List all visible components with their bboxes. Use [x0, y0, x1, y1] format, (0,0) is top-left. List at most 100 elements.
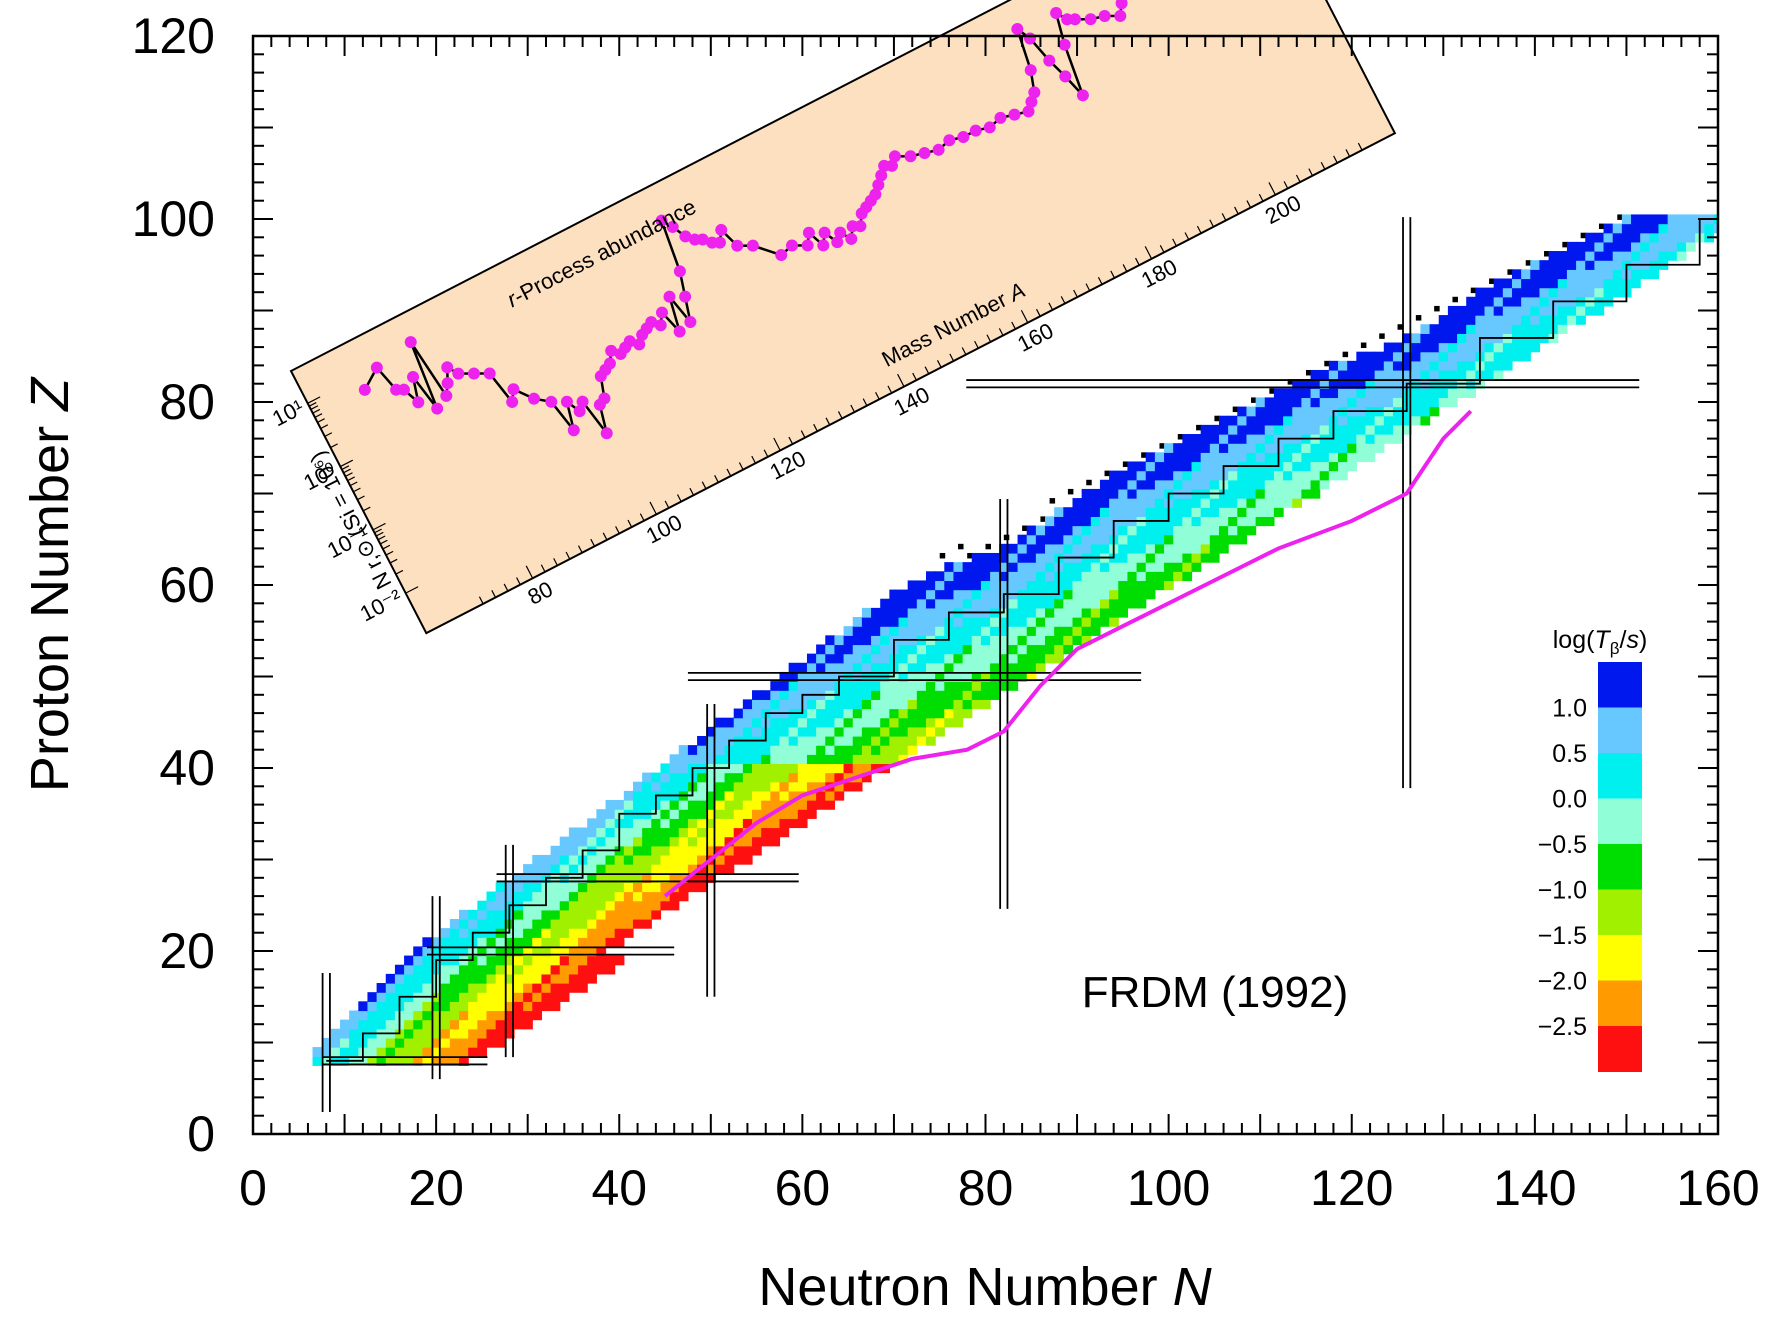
- heatmap-cell: [962, 598, 973, 609]
- inset-data-point: [1069, 13, 1082, 26]
- heatmap-cell: [935, 644, 945, 655]
- heatmap-cell: [1246, 516, 1257, 527]
- heatmap-cell: [385, 1047, 396, 1057]
- inset-data-point: [1024, 64, 1037, 77]
- heatmap-cell: [834, 662, 845, 673]
- heatmap-cell: [1402, 342, 1412, 353]
- heatmap-cell: [623, 928, 634, 938]
- heatmap-cell: [1228, 443, 1238, 453]
- colorbar-swatch: [1598, 980, 1642, 1027]
- heatmap-cell: [788, 790, 799, 801]
- heatmap-cell: [1136, 543, 1147, 554]
- heatmap-cell: [1063, 534, 1074, 545]
- heatmap-cell: [513, 873, 524, 883]
- heatmap-cell: [504, 973, 515, 984]
- inset-x-tick: [773, 437, 781, 451]
- x-tick-label: 40: [591, 1160, 647, 1216]
- inset-data-point: [969, 124, 982, 137]
- heatmap-cell: [1145, 507, 1156, 517]
- heatmap-cell: [843, 662, 854, 673]
- heatmap-cell: [1603, 241, 1614, 252]
- heatmap-cell: [843, 781, 854, 792]
- heatmap-cell: [1511, 305, 1522, 316]
- stable-nucleus-cell: [1324, 360, 1330, 367]
- heatmap-cell: [422, 1056, 433, 1066]
- heatmap-cell: [1063, 571, 1074, 582]
- heatmap-cell: [1319, 443, 1330, 453]
- heatmap-cell: [779, 772, 790, 783]
- heatmap-cell: [1118, 507, 1129, 517]
- heatmap-cell: [532, 873, 543, 883]
- heatmap-cell: [1365, 452, 1376, 463]
- heatmap-cell: [953, 671, 964, 682]
- heatmap-cell: [1063, 589, 1074, 600]
- heatmap-cell: [990, 662, 1000, 673]
- heatmap-cell: [1209, 470, 1220, 481]
- heatmap-cell: [806, 781, 817, 792]
- heatmap-cell: [1200, 470, 1211, 481]
- heatmap-cell: [1273, 507, 1284, 517]
- heatmap-cell: [935, 617, 945, 627]
- heatmap-cell: [770, 763, 781, 774]
- heatmap-cell: [459, 992, 469, 1002]
- heatmap-cell: [1099, 479, 1110, 490]
- heatmap-cell: [431, 1010, 442, 1021]
- x-tick-label: 60: [775, 1160, 831, 1216]
- heatmap-cell: [1539, 296, 1550, 307]
- heatmap-cell: [1502, 287, 1513, 298]
- heatmap-cell: [1072, 571, 1083, 582]
- heatmap-cell: [486, 992, 497, 1002]
- heatmap-cell: [834, 635, 845, 646]
- heatmap-cell: [459, 973, 469, 984]
- heatmap-cell: [806, 681, 817, 691]
- heatmap-cell: [568, 909, 579, 920]
- heatmap-cell: [1429, 397, 1440, 408]
- heatmap-cell: [706, 864, 716, 874]
- heatmap-cell: [1118, 479, 1129, 490]
- heatmap-cell: [568, 918, 579, 929]
- heatmap-cell: [797, 662, 808, 673]
- heatmap-cell: [568, 836, 579, 847]
- heatmap-cell: [733, 845, 744, 856]
- heatmap-cell: [596, 937, 607, 948]
- heatmap-cell: [413, 1010, 423, 1021]
- heatmap-cell: [1191, 543, 1202, 554]
- heatmap-cell: [944, 562, 955, 572]
- heatmap-cell: [532, 946, 543, 957]
- heatmap-cell: [724, 781, 735, 792]
- inset-data-point: [645, 316, 658, 329]
- heatmap-cell: [770, 735, 781, 746]
- heatmap-cell: [816, 681, 826, 691]
- heatmap-cell: [852, 644, 863, 655]
- heatmap-cell: [1685, 223, 1696, 234]
- heatmap-cell: [596, 854, 607, 865]
- heatmap-cell: [925, 571, 936, 582]
- heatmap-cell: [953, 690, 964, 700]
- stable-nucleus-cell: [1598, 223, 1605, 230]
- heatmap-cell: [1347, 379, 1357, 389]
- heatmap-cell: [1392, 369, 1403, 380]
- heatmap-cell: [788, 772, 799, 783]
- heatmap-cell: [1631, 223, 1641, 234]
- heatmap-cell: [1402, 333, 1412, 344]
- heatmap-cell: [1246, 525, 1257, 536]
- heatmap-cell: [1054, 525, 1064, 536]
- heatmap-cell: [687, 818, 698, 829]
- heatmap-cell: [742, 708, 753, 719]
- heatmap-cell: [1081, 498, 1092, 508]
- heatmap-cell: [1283, 388, 1293, 399]
- inset-abundance-points: [358, 0, 1128, 440]
- heatmap-cell: [953, 635, 964, 646]
- heatmap-cell: [394, 1047, 405, 1057]
- heatmap-cell: [1301, 452, 1312, 463]
- heatmap-cell: [907, 644, 918, 655]
- heatmap-cell: [550, 983, 561, 993]
- heatmap-cell: [1457, 333, 1467, 344]
- heatmap-cell: [440, 1010, 451, 1021]
- heatmap-cell: [687, 873, 698, 883]
- inset-data-point: [983, 121, 996, 134]
- heatmap-cell: [1457, 369, 1467, 380]
- heatmap-cell: [1557, 260, 1568, 270]
- heatmap-cell: [1365, 351, 1376, 362]
- heatmap-cell: [852, 781, 863, 792]
